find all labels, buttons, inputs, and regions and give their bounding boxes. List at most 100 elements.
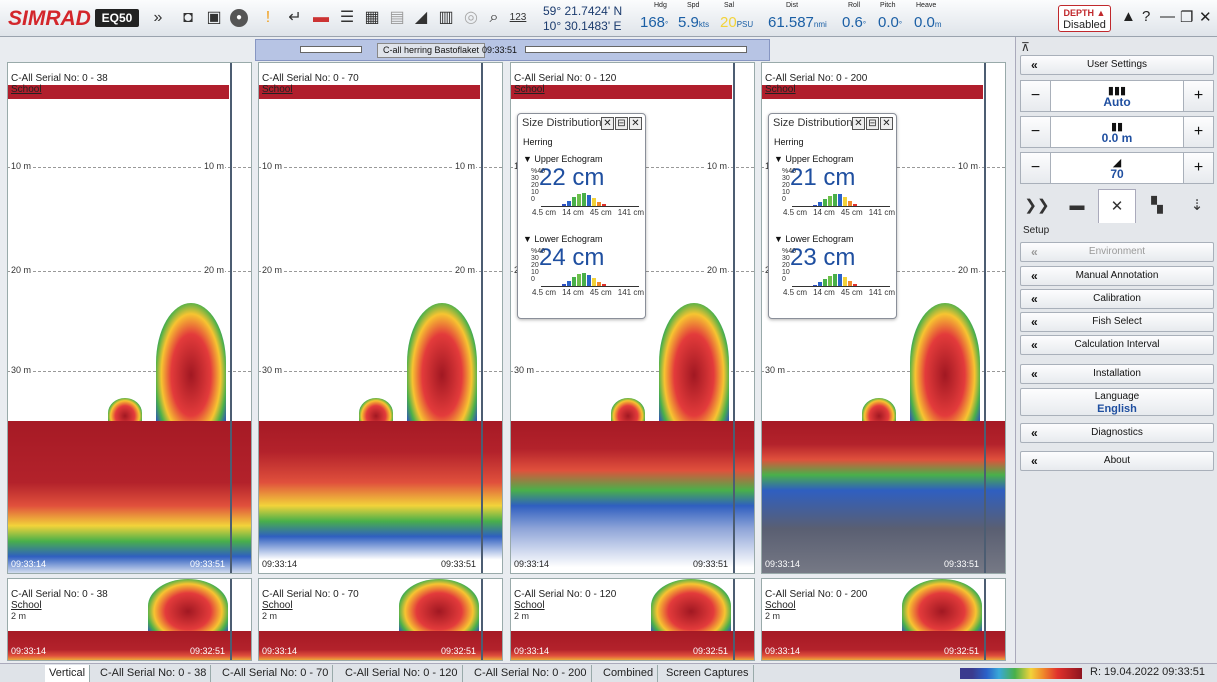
chevrons-down-icon[interactable]: » — [153, 9, 163, 26]
record-icon[interactable]: ● — [230, 9, 248, 27]
numbers-icon[interactable]: 123 — [509, 12, 527, 23]
setup-menu-fish-select[interactable]: « Fish Select — [1020, 312, 1214, 332]
histogram-bar — [838, 194, 842, 206]
histogram-bar — [597, 202, 601, 206]
tab-operation[interactable]: ❯❯ — [1024, 197, 1050, 214]
depth-label: 30 m — [261, 365, 284, 375]
threshold-minus-button[interactable]: − — [1021, 153, 1051, 183]
area-icon[interactable]: ◢ — [414, 9, 428, 26]
alert-icon[interactable]: ! — [265, 9, 271, 26]
status-tab-3[interactable]: C-All Serial No: 0 - 120 — [341, 665, 463, 682]
range-start-minus-button[interactable]: − — [1021, 117, 1051, 147]
spd-label: Spd — [687, 2, 700, 9]
echogram-section-label[interactable]: ▼ Upper Echogram — [774, 154, 854, 164]
status-tab-4[interactable]: C-All Serial No: 0 - 200 — [470, 665, 592, 682]
echogram-title: C-All Serial No: 0 - 200 — [765, 589, 868, 600]
replay-position-slider[interactable] — [525, 46, 747, 53]
user-settings-button[interactable]: «User Settings — [1020, 55, 1214, 75]
range-start-plus-button[interactable]: + — [1183, 117, 1213, 147]
range-icon[interactable]: ☰ — [339, 9, 355, 26]
time-start-label: 09:33:14 — [262, 559, 298, 569]
setup-menu-calculation-interval[interactable]: « Calculation Interval — [1020, 335, 1214, 355]
gain-minus-button[interactable]: − — [1021, 81, 1051, 111]
setup-menu-calibration[interactable]: « Calibration — [1020, 289, 1214, 309]
depth-gridline — [762, 371, 1005, 372]
histogram-bar — [572, 197, 576, 206]
grid-icon[interactable]: ▦ — [364, 9, 380, 26]
echogram-section-label[interactable]: ▼ Upper Echogram — [523, 154, 603, 164]
tools-icon[interactable]: ✕ — [852, 117, 865, 130]
threshold-plus-button[interactable]: + — [1183, 153, 1213, 183]
histogram-bar — [818, 282, 822, 286]
depth-gridline — [259, 371, 502, 372]
status-tab-2[interactable]: C-All Serial No: 0 - 70 — [218, 665, 334, 682]
pitch-value: 0.0° — [878, 14, 903, 31]
status-tab-0[interactable]: Vertical — [45, 665, 91, 682]
status-tab-1[interactable]: C-All Serial No: 0 - 38 — [96, 665, 212, 682]
depth-gridline — [259, 167, 502, 168]
close-icon[interactable]: ✕ — [1199, 9, 1212, 26]
mean-size-value: 22 cm — [539, 164, 605, 191]
restore-icon[interactable]: ❐ — [1180, 9, 1194, 26]
range-start-stepper[interactable]: − ▮▮ 0.0 m + — [1020, 116, 1214, 148]
echogram-section-label[interactable]: ▼ Lower Echogram — [774, 234, 854, 244]
setup-menu-language[interactable]: Language English — [1020, 388, 1214, 416]
echogram-lower-70[interactable]: C-All Serial No: 0 - 70 School 2 m 0 m 09:33… — [258, 578, 503, 661]
ping-marker-line — [984, 579, 986, 660]
gain-plus-button[interactable]: + — [1183, 81, 1213, 111]
seabed-echo — [259, 631, 502, 660]
size-distribution-panel-120[interactable]: Size Distribution ✕ ⊟ ✕ Herring ▼ Upper Echog… — [517, 113, 646, 319]
setup-menu-diagnostics[interactable]: « Diagnostics — [1020, 423, 1214, 443]
histogram-icon[interactable]: ▥ — [438, 9, 454, 26]
setup-menu-label: Calibration — [1093, 293, 1141, 304]
setup-menu-about[interactable]: « About — [1020, 451, 1214, 471]
surface-echo — [8, 85, 229, 99]
minimize-icon[interactable]: — — [1160, 8, 1175, 25]
x-axis-ticks: 4.5 cm 14 cm 45 cm 141 cm — [532, 288, 644, 297]
spd-value: 5.9kts — [678, 14, 710, 31]
x-tick: 45 cm — [840, 288, 863, 297]
echogram-upper-70[interactable]: 10 m10 m20 m20 m30 m30 m40 m40 mC-All Se… — [258, 62, 503, 574]
echogram-lower-200[interactable]: C-All Serial No: 0 - 200 School 2 m 0 m 09:3… — [761, 578, 1006, 661]
zoom-icon[interactable]: ⌕ — [489, 9, 499, 26]
status-tab-5[interactable]: Combined — [599, 665, 659, 682]
setup-menu-environment[interactable]: « Environment — [1020, 242, 1214, 262]
depth-button[interactable]: DEPTH ▲ Disabled — [1058, 5, 1111, 32]
echogram-upper-38[interactable]: 10 m10 m20 m20 m30 m30 m40 m40 mC-All Se… — [7, 62, 252, 574]
enter-icon[interactable]: ↵ — [288, 9, 302, 26]
layers-icon[interactable]: ▤ — [389, 9, 405, 26]
x-tick: 4.5 cm — [532, 288, 557, 297]
tab-layout[interactable]: ▚ — [1151, 197, 1163, 214]
settings-icon[interactable]: ⊟ — [615, 117, 628, 130]
ping-marker-line — [481, 63, 483, 573]
histogram-bar — [848, 201, 852, 206]
tools-icon[interactable]: ✕ — [601, 117, 614, 130]
setup-menu-manual-annotation[interactable]: « Manual Annotation — [1020, 266, 1214, 286]
size-distribution-panel-200[interactable]: Size Distribution ✕ ⊟ ✕ Herring ▼ Upper Echog… — [768, 113, 897, 319]
setup-menu-installation[interactable]: « Installation — [1020, 364, 1214, 384]
fish-school-echo — [902, 579, 982, 633]
tab-display[interactable]: ▬ — [1069, 197, 1085, 214]
close-icon[interactable]: ✕ — [629, 117, 642, 130]
surface-echo — [511, 85, 732, 99]
replay-speed-slider[interactable] — [300, 46, 362, 53]
close-icon[interactable]: ✕ — [880, 117, 893, 130]
help-icon[interactable]: ? — [1142, 8, 1151, 25]
compass-icon[interactable]: ◎ — [464, 9, 478, 26]
tab-setup[interactable]: ✕ — [1098, 189, 1136, 223]
colorscale-icon[interactable]: ▬ — [313, 9, 329, 26]
alarm-icon[interactable]: ▲ — [1121, 8, 1136, 25]
binoculars-icon[interactable]: ◘ — [183, 9, 193, 26]
y-axis-ticks: %40 30 20 10 0 — [782, 248, 796, 283]
y-axis-ticks: %40 30 20 10 0 — [531, 168, 545, 203]
settings-icon[interactable]: ⊟ — [866, 117, 879, 130]
echogram-section-label[interactable]: ▼ Lower Echogram — [523, 234, 603, 244]
threshold-stepper[interactable]: − ◢ 70 + — [1020, 152, 1214, 184]
gain-stepper[interactable]: − ▮▮▮ Auto + — [1020, 80, 1214, 112]
pin-icon[interactable]: ⊼ — [1021, 40, 1030, 54]
status-tab-6[interactable]: Screen Captures — [662, 665, 754, 682]
camera-icon[interactable]: ▣ — [206, 9, 222, 26]
echogram-lower-38[interactable]: C-All Serial No: 0 - 38 School 2 m 0 m 09:33… — [7, 578, 252, 661]
tab-more[interactable]: ⇣ — [1190, 197, 1204, 214]
echogram-lower-120[interactable]: C-All Serial No: 0 - 120 School 2 m 0 m 09:3… — [510, 578, 755, 661]
